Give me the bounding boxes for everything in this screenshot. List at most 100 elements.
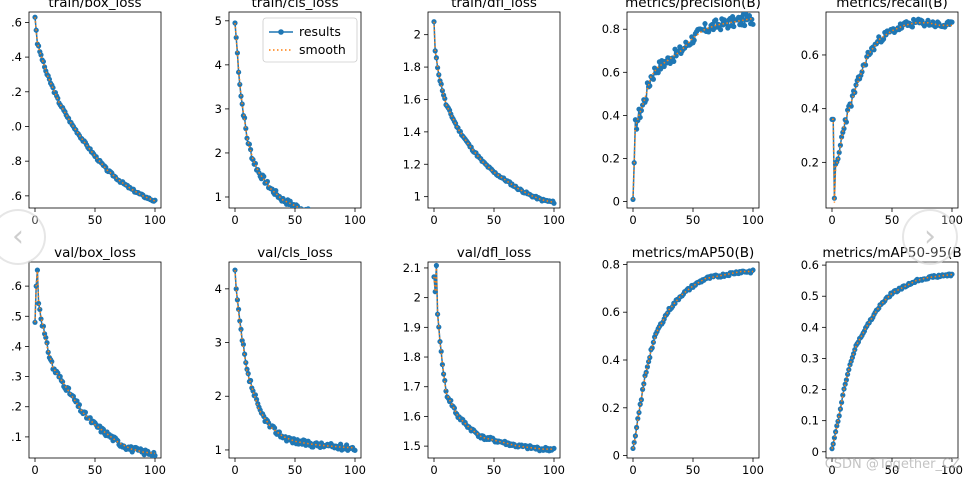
results-point [876,34,882,40]
results-point [242,115,248,121]
y-tick-label: 1 [215,190,222,204]
y-tick-label: .2 [11,400,22,414]
results-point [881,36,887,42]
x-tick-label: 50 [487,213,502,227]
results-point [839,134,845,140]
y-tick-label: 0.6 [801,48,819,62]
results-point [842,381,848,387]
results-point [314,212,319,217]
results-point [319,215,324,220]
previous-image-button[interactable]: ‹ [0,209,46,265]
results-point [551,445,557,451]
results-point [433,262,439,269]
results-point [305,206,311,208]
results-point [233,34,239,41]
y-tick-label: 1.6 [403,92,421,106]
results-point [837,142,844,148]
x-tick-label: 0 [629,463,636,477]
results-point [750,21,756,27]
legend-results-label: results [299,24,341,39]
y-tick-label: .4 [11,339,22,353]
plot-area [431,19,557,206]
results-point [325,212,330,217]
plot-area [232,20,343,222]
results-point [746,13,753,19]
results-point [315,214,320,219]
plot-area [32,14,158,204]
results-point [152,197,158,203]
y-tick-label: 1.7 [403,380,421,394]
results-point [925,17,931,23]
results-point [42,64,48,70]
plot-area [232,267,358,453]
results-point [243,125,249,132]
x-tick-label: 0 [430,213,437,227]
results-point [34,267,41,273]
y-tick-label: 0.4 [801,320,819,334]
results-point [294,203,300,208]
results-point [337,215,342,220]
results-point [671,58,677,64]
results-point [853,82,859,88]
results-point [76,402,82,408]
subplot-title: metrics/precision(B) [625,0,761,11]
results-point [332,217,337,222]
y-tick-label: .6 [11,15,22,29]
chevron-left-icon: ‹ [12,219,24,254]
results-point [307,210,312,215]
y-tick-label: 0.2 [801,383,819,397]
x-tick-label: 50 [88,463,103,477]
results-point [248,146,254,153]
subplot-title: metrics/recall(B) [836,0,948,11]
subplot-train-dfl-loss: train/dfl_loss 0 50 100 1 1.2 1.4 1.6 1.8 2 [403,0,565,227]
results-point [644,364,651,370]
x-tick-label: 50 [885,463,900,477]
x-tick-label: 100 [344,213,366,227]
results-point [650,76,657,82]
results-point [438,81,444,87]
y-tick-label: 0.1 [801,414,819,428]
subplot-val-dfl-loss: val/dfl_loss 0 50 100 1.5 1.6 1.7 1.8 1.9 2 2.1 [403,245,565,477]
results-point [310,211,315,216]
x-tick-label: 50 [686,213,701,227]
results-point [234,50,240,56]
y-tick-label: .0 [11,119,22,133]
results-point [236,306,242,312]
results-point [338,215,343,220]
subplot-metrics-map50-95-b: metrics/mAP50-95(B0 50 10000.10.20.30.40.5… [801,245,963,477]
next-image-button[interactable]: › [902,209,958,265]
results-point [254,396,260,403]
results-point [673,53,679,59]
results-point [330,215,335,220]
legend-box [262,17,358,63]
results-point [949,19,955,25]
results-point [324,211,329,216]
y-tick-label: 3 [215,102,222,116]
results-line [832,16,953,199]
axes-frame [28,11,162,209]
y-tick-label: 1.2 [403,157,421,171]
y-tick-label: 2.1 [403,261,421,275]
smooth-line [433,267,554,450]
results-point [742,22,748,29]
smooth-line [234,270,356,449]
results-point [264,178,270,185]
results-point [327,213,332,218]
plot-area [829,16,955,203]
results-point [834,423,840,429]
smooth-line [632,270,753,449]
results-point [74,398,80,404]
y-tick-label: 1.6 [403,409,421,423]
results-point [308,210,313,215]
results-point [836,149,842,156]
results-point [841,126,847,132]
results-point [320,215,325,220]
x-tick-label: 0 [828,213,835,227]
y-tick-label: 0.2 [801,155,819,169]
y-tick-label: 0.4 [602,108,620,122]
chevron-right-icon: › [924,219,936,254]
plot-area [630,267,756,452]
y-tick-label: 0.2 [602,151,620,165]
results-line [34,17,156,202]
y-tick-label: 0 [812,445,819,459]
